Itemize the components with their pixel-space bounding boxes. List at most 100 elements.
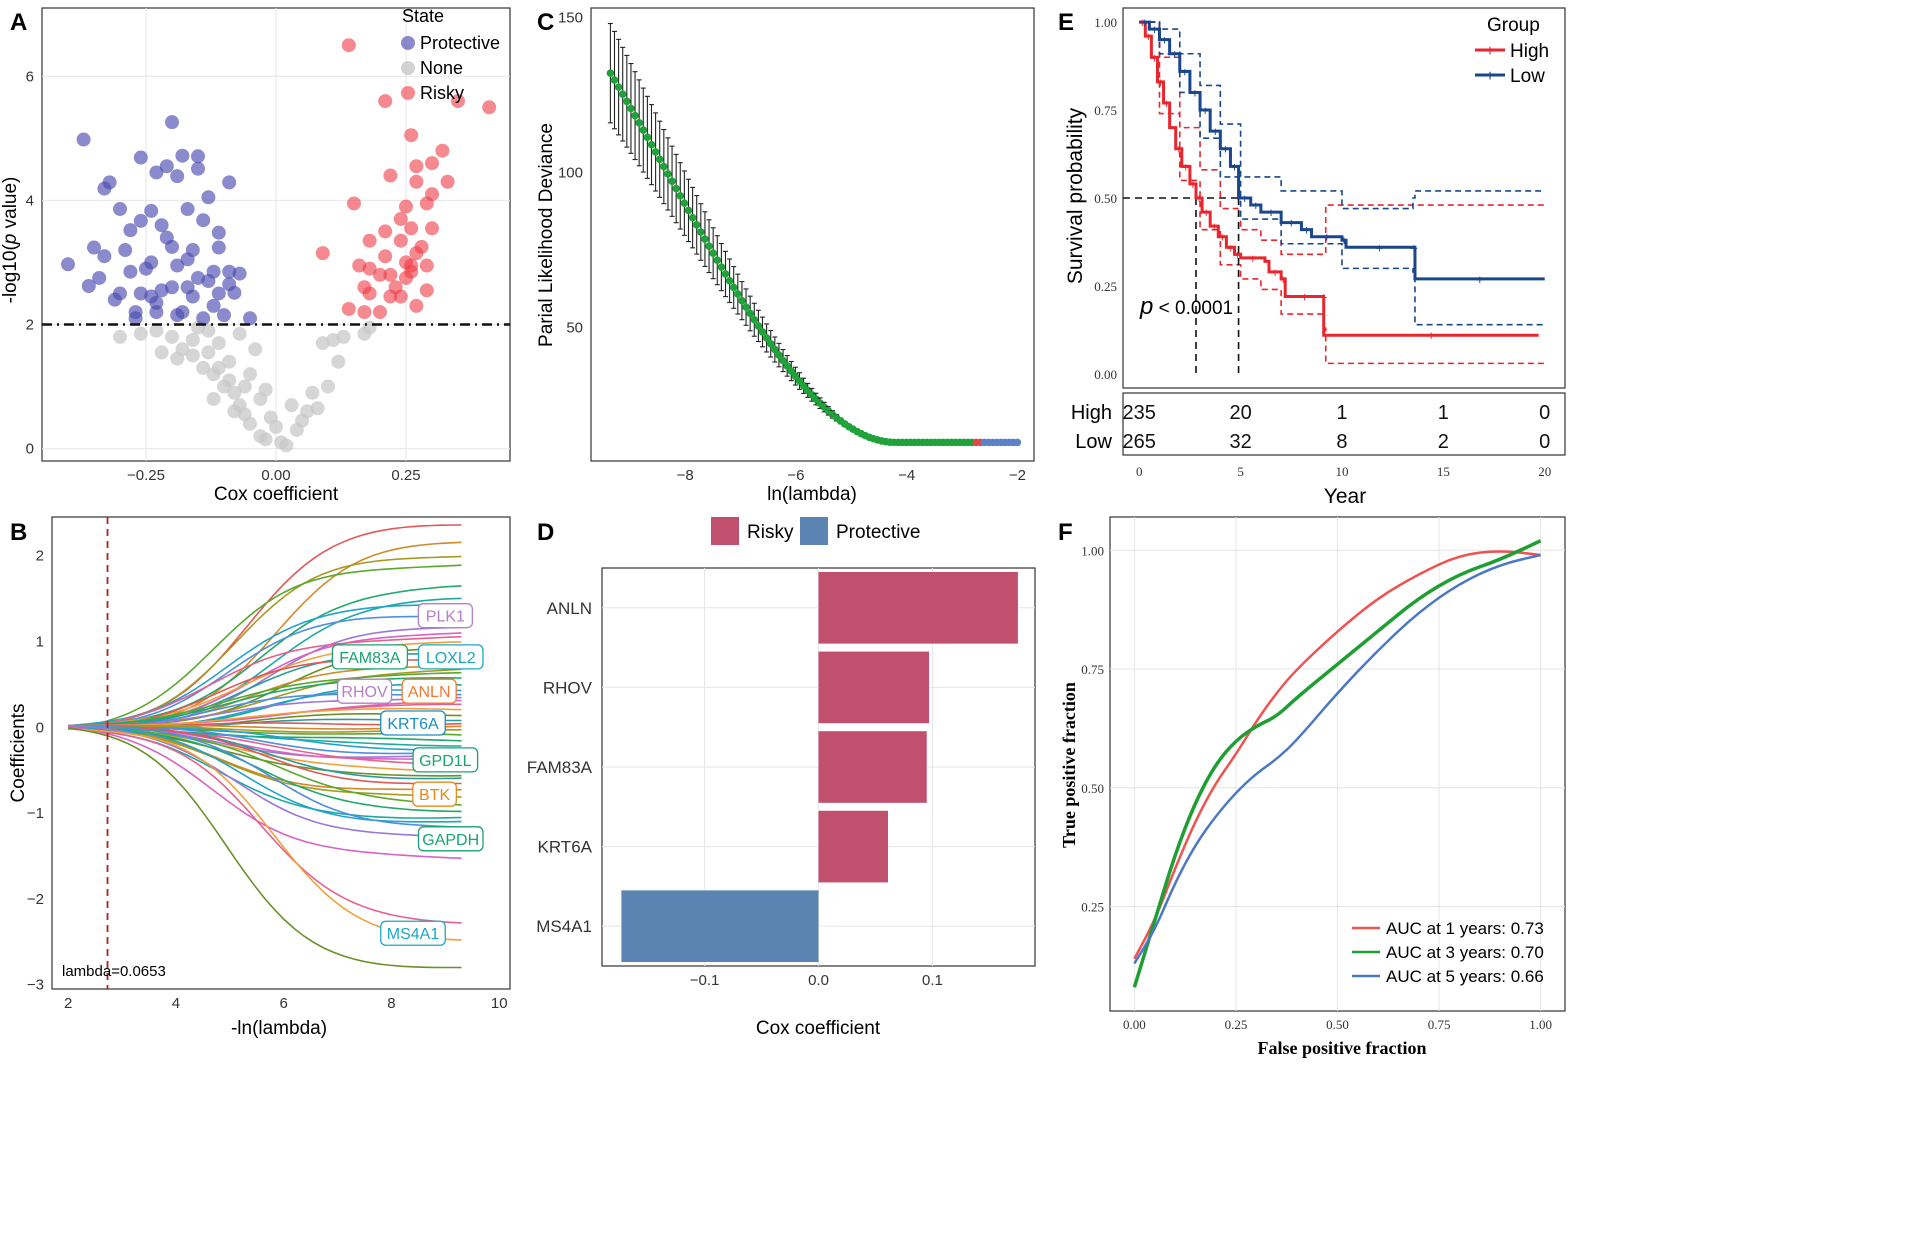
risky-point (419, 258, 434, 273)
panel-b: B 2 4 6 8 10 −3 −2 −1 0 1 2 PLK1 FAM83A LOXL2 RHOV ANL… (8, 516, 511, 1039)
panel-e: E +++++++++++++ + ++ ++ +++ ++++++++++ + ++ + + + +… (1058, 7, 1566, 508)
legend-low-label: Low (1510, 66, 1545, 87)
gene-label-box (380, 920, 446, 946)
low-censor-mark: + (1231, 159, 1239, 174)
panel-a-ylabel-p: p (0, 234, 21, 246)
panel-f-xlabel: False positive fraction (1258, 1038, 1427, 1058)
low-censor-mark: + (1476, 272, 1484, 287)
low-censor-mark: + (1410, 240, 1418, 255)
a-ytick-label: 0 (26, 441, 34, 458)
deviance-point (771, 345, 779, 354)
panel-c-frame (590, 7, 1035, 462)
panel-b-letter: B (10, 519, 27, 546)
protective-point (165, 239, 179, 254)
panel-a-ticks: −0.25 0.00 0.25 0 2 4 6 (26, 68, 421, 484)
none-point (222, 373, 237, 388)
high-censor-mark: + (1279, 272, 1287, 287)
panel-a-ylabel-part2: value) (0, 177, 21, 234)
legend-high-marker: + (1485, 43, 1494, 60)
deviance-point (775, 351, 783, 359)
none-point (274, 435, 289, 450)
none-point (310, 401, 325, 416)
risky-point (399, 199, 413, 214)
deviance-point (766, 339, 775, 348)
d-xtick-label: 0.0 (808, 972, 829, 989)
category-label-anln: ANLN (547, 599, 592, 618)
low-censor-mark: + (1181, 64, 1189, 79)
e-ytick-label: 0.00 (1094, 367, 1117, 382)
deviance-point (705, 242, 713, 251)
bar-rhov (818, 651, 930, 724)
panel-e-xticks: 0 5 10 15 20 (1136, 464, 1551, 479)
b-xtick-label: 4 (172, 995, 180, 1012)
protective-point (92, 270, 107, 285)
none-point (321, 379, 335, 394)
e-ytick-label: 1.00 (1094, 15, 1117, 30)
protective-point (102, 175, 117, 190)
roc-curve-1 (1133, 550, 1541, 960)
high-ci-lower (1139, 21, 1545, 365)
high-censor-mark: + (1210, 219, 1218, 234)
none-point (185, 332, 200, 347)
c-ytick-label: 150 (558, 9, 583, 26)
risk-table-frame (1122, 392, 1566, 456)
risk-table-cell: 8 (1336, 431, 1347, 453)
deviance-point (754, 322, 763, 330)
gene-label-box (412, 781, 457, 807)
risky-point (425, 156, 439, 171)
panel-c: C −8 −6 −4 −2 50 100 150 ln(lambda) Parial Lik… (536, 7, 1035, 505)
bar-fam83a (818, 731, 927, 803)
panel-e-xlabel: Year (1324, 485, 1366, 508)
c-ytick-label: 100 (558, 164, 583, 181)
gene-label-rhov: RHOV (341, 684, 388, 701)
deviance-point (639, 126, 648, 134)
legend-protective-bar-label: Protective (836, 522, 920, 543)
low-survival-curve (1139, 20, 1545, 281)
risky-point (341, 38, 356, 53)
low-censor-mark: + (1171, 47, 1179, 62)
protective-point (170, 308, 185, 323)
gene-label-box (331, 644, 409, 670)
deviance-point (672, 184, 680, 193)
protective-point (107, 292, 122, 307)
deviance-point (688, 213, 697, 222)
risky-point (414, 239, 429, 254)
coefficient-path (68, 635, 462, 729)
protective-point (144, 289, 159, 304)
panel-e-ylabel: Survival probability (1064, 107, 1087, 284)
e-ytick-label: 0.50 (1094, 191, 1117, 206)
category-label-fam83a: FAM83A (527, 758, 593, 777)
risk-table-cell: 235 (1123, 402, 1156, 424)
high-censor-mark: + (1427, 328, 1435, 343)
none-point (222, 354, 237, 369)
deviance-point (668, 177, 676, 186)
low-censor-mark: + (1222, 142, 1230, 157)
deviance-point (725, 276, 734, 285)
deviance-point (701, 235, 709, 243)
low-censor-mark: + (1151, 22, 1159, 37)
coefficient-path (68, 615, 462, 728)
protective-point (217, 308, 231, 323)
risky-point (373, 267, 387, 282)
deviance-point (1013, 438, 1022, 447)
e-ytick-label: 0.25 (1094, 279, 1117, 294)
protective-point (180, 202, 195, 217)
c-xtick-label: −6 (787, 467, 804, 484)
high-survival-curve (1139, 20, 1539, 337)
a-ytick-label: 4 (26, 192, 34, 209)
risky-point (482, 100, 497, 115)
deviance-point (623, 97, 631, 106)
pvalue-text: < 0.0001 (1153, 298, 1233, 319)
coefficient-path (68, 727, 462, 747)
protective-point (123, 223, 138, 238)
risk-table-cell: 265 (1123, 431, 1156, 453)
panel-c-plot (606, 22, 1022, 447)
f-xtick-label: 0.75 (1428, 1017, 1451, 1032)
protective-point (206, 298, 221, 313)
panel-f: F 0.00 0.25 0.50 0.75 1.00 0.25 0.50 0.75 1.00 A… (1058, 516, 1566, 1058)
f-xtick-label: 1.00 (1529, 1017, 1552, 1032)
panel-a-letter: A (10, 9, 27, 36)
f-ytick-label: 0.50 (1081, 781, 1104, 796)
protective-point (243, 311, 257, 326)
protective-point (180, 252, 195, 267)
